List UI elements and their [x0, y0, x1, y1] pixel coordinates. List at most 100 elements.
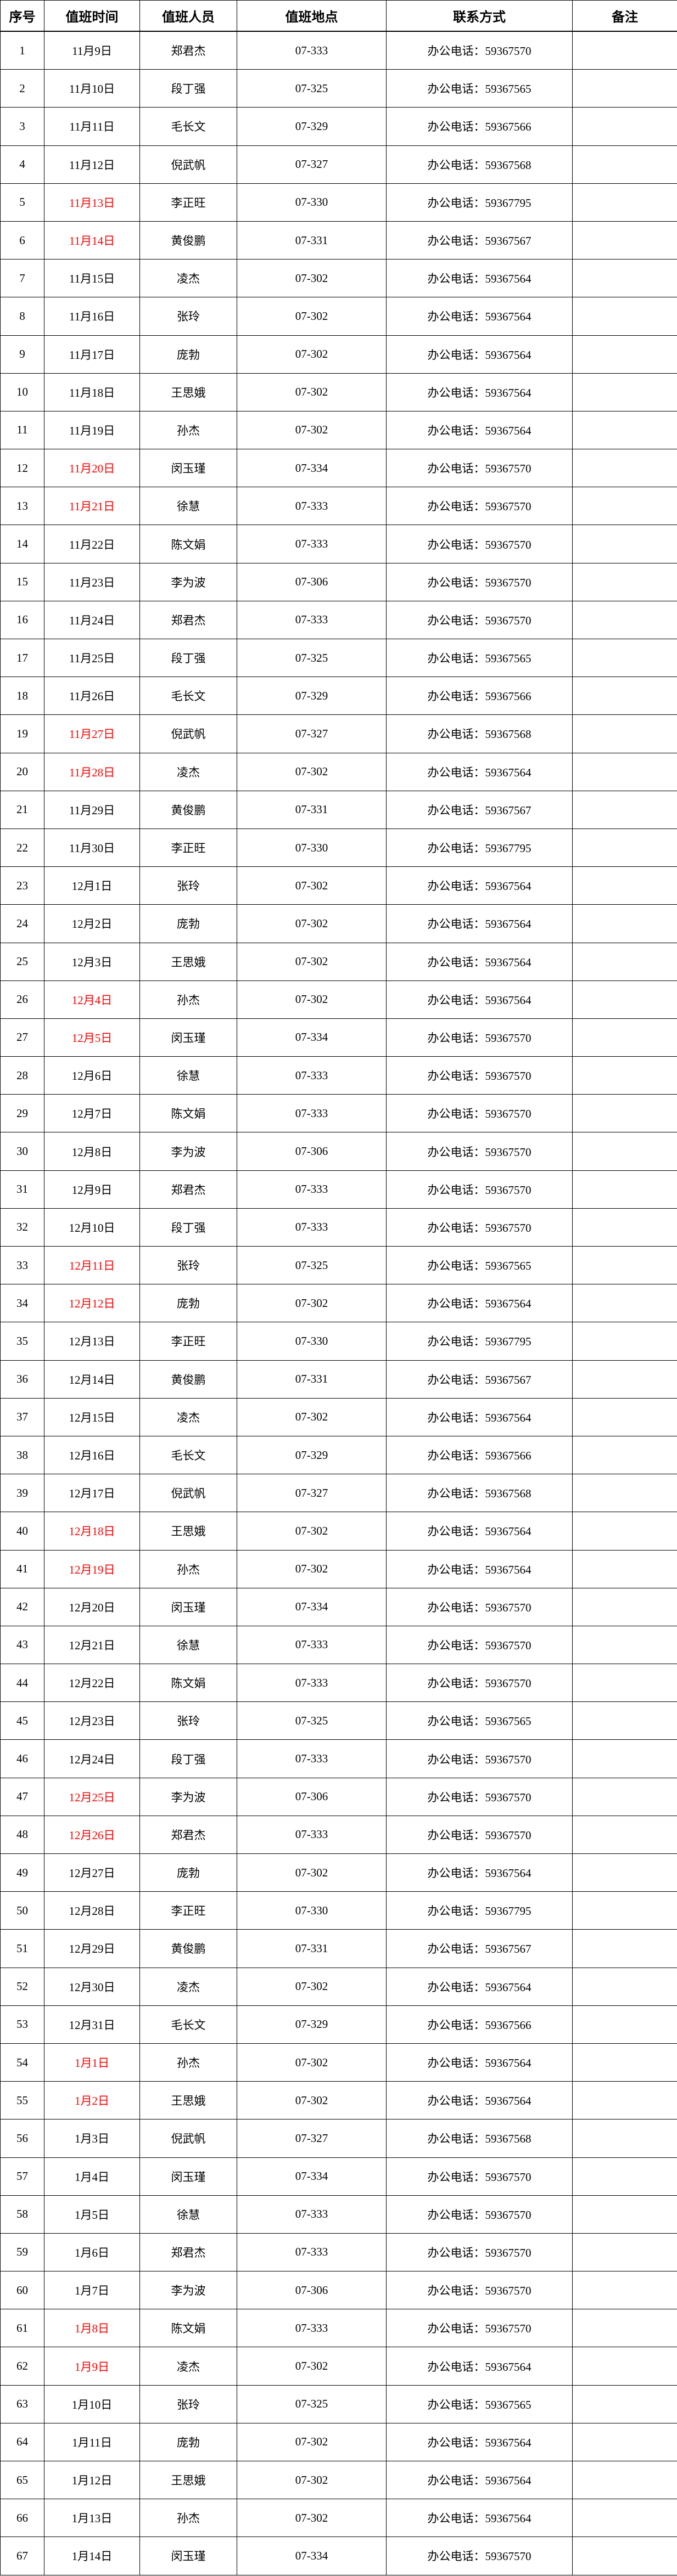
note-cell [572, 1056, 677, 1095]
duty-place-cell: 07-302 [237, 259, 387, 298]
row-number-cell: 21 [0, 790, 44, 829]
duty-date-cell: 11月9日 [44, 31, 140, 70]
table-row: 30 12月8日 李为波 07-306 办公电话：59367570 [0, 1132, 677, 1171]
duty-place-cell: 07-325 [237, 638, 387, 678]
duty-date-cell: 11月19日 [44, 410, 140, 450]
duty-person-cell: 段丁强 [139, 638, 237, 678]
duty-person-cell: 闵玉瑾 [139, 2157, 237, 2196]
note-cell [572, 1170, 677, 1209]
note-cell [572, 1208, 677, 1247]
duty-person-cell: 黄俊鹏 [139, 790, 237, 829]
row-number-cell: 51 [0, 1929, 44, 1968]
duty-date-cell: 12月23日 [44, 1701, 140, 1740]
row-number-cell: 47 [0, 1777, 44, 1816]
duty-place-cell: 07-333 [237, 31, 387, 70]
note-cell [572, 1474, 677, 1513]
note-cell [572, 1815, 677, 1855]
contact-info-cell: 办公电话：59367564 [386, 1967, 573, 2006]
duty-person-cell: 毛长文 [139, 677, 237, 715]
note-cell [572, 525, 677, 563]
note-cell [572, 1967, 677, 2006]
duty-date-cell: 12月11日 [44, 1245, 140, 1285]
note-cell [572, 1891, 677, 1930]
table-row: 46 12月24日 段丁强 07-333 办公电话：59367570 [0, 1739, 677, 1778]
contact-info-cell: 办公电话：59367564 [386, 335, 573, 374]
row-number-cell: 43 [0, 1625, 44, 1665]
duty-date-cell: 11月22日 [44, 525, 140, 563]
duty-place-cell: 07-325 [237, 2385, 387, 2423]
row-number-cell: 65 [0, 2460, 44, 2500]
row-number-cell: 4 [0, 145, 44, 184]
duty-place-cell: 07-327 [237, 1474, 387, 1513]
duty-date-cell: 11月21日 [44, 487, 140, 526]
duty-date-cell: 11月27日 [44, 714, 140, 753]
note-cell [572, 1929, 677, 1968]
note-cell [572, 600, 677, 640]
note-cell [572, 1701, 677, 1740]
note-cell [572, 2460, 677, 2500]
duty-person-cell: 凌杰 [139, 259, 237, 298]
duty-person-cell: 李正旺 [139, 1891, 237, 1930]
row-number-cell: 59 [0, 2233, 44, 2272]
row-number-cell: 34 [0, 1284, 44, 1323]
table-row: 8 11月16日 张玲 07-302 办公电话：59367564 [0, 297, 677, 336]
duty-place-cell: 07-302 [237, 1397, 387, 1436]
duty-person-cell: 张玲 [139, 1701, 237, 1740]
duty-person-cell: 郑君杰 [139, 1170, 237, 1209]
duty-place-cell: 07-333 [237, 1208, 387, 1247]
contact-info-cell: 办公电话：59367567 [386, 790, 573, 829]
note-cell [572, 1549, 677, 1588]
row-number-cell: 19 [0, 714, 44, 753]
table-row: 26 12月4日 孙杰 07-302 办公电话：59367564 [0, 980, 677, 1019]
duty-person-cell: 庞勃 [139, 1853, 237, 1892]
table-row: 52 12月30日 凌杰 07-302 办公电话：59367564 [0, 1967, 677, 2006]
row-number-cell: 53 [0, 2005, 44, 2044]
duty-person-cell: 孙杰 [139, 2043, 237, 2082]
duty-date-cell: 12月25日 [44, 1777, 140, 1816]
contact-info-cell: 办公电话：59367570 [386, 1132, 573, 1171]
contact-info-cell: 办公电话：59367565 [386, 638, 573, 678]
duty-person-cell: 郑君杰 [139, 1815, 237, 1855]
table-body: 1 11月9日 郑君杰 07-333 办公电话：59367570 2 11月10日 段丁强 07… [0, 31, 677, 2575]
row-number-cell: 54 [0, 2043, 44, 2082]
contact-info-cell: 办公电话：59367564 [386, 373, 573, 412]
table-row: 45 12月23日 张玲 07-325 办公电话：59367565 [0, 1701, 677, 1740]
table-row: 5 11月13日 李正旺 07-330 办公电话：59367795 [0, 183, 677, 222]
table-row: 22 11月30日 李正旺 07-330 办公电话：59367795 [0, 828, 677, 867]
table-row: 67 1月14日 闵玉瑾 07-334 办公电话：59367570 [0, 2536, 677, 2575]
duty-date-cell: 12月2日 [44, 904, 140, 943]
contact-info-cell: 办公电话：59367564 [386, 259, 573, 298]
row-number-cell: 50 [0, 1891, 44, 1930]
duty-date-cell: 12月18日 [44, 1512, 140, 1551]
table-row: 56 1月3日 倪武帆 07-327 办公电话：59367568 [0, 2119, 677, 2158]
note-cell [572, 1587, 677, 1626]
note-cell [572, 752, 677, 791]
duty-person-cell: 孙杰 [139, 980, 237, 1019]
row-number-cell: 25 [0, 942, 44, 981]
duty-person-cell: 段丁强 [139, 1739, 237, 1778]
duty-place-cell: 07-327 [237, 714, 387, 753]
note-cell [572, 1625, 677, 1665]
contact-info-cell: 办公电话：59367570 [386, 525, 573, 563]
duty-person-cell: 倪武帆 [139, 2119, 237, 2158]
table-row: 37 12月15日 凌杰 07-302 办公电话：59367564 [0, 1397, 677, 1436]
duty-person-cell: 张玲 [139, 866, 237, 905]
duty-person-cell: 闵玉瑾 [139, 1018, 237, 1057]
table-row: 62 1月9日 凌杰 07-302 办公电话：59367564 [0, 2347, 677, 2386]
duty-place-cell: 07-302 [237, 2460, 387, 2500]
contact-info-cell: 办公电话：59367565 [386, 1701, 573, 1740]
table-row: 27 12月5日 闵玉瑾 07-334 办公电话：59367570 [0, 1018, 677, 1057]
duty-place-cell: 07-327 [237, 145, 387, 184]
contact-info-cell: 办公电话：59367564 [386, 1549, 573, 1588]
duty-date-cell: 12月6日 [44, 1056, 140, 1095]
row-number-cell: 12 [0, 449, 44, 488]
duty-place-cell: 07-302 [237, 1549, 387, 1588]
header-contact: 联系方式 [386, 0, 573, 32]
table-row: 16 11月24日 郑君杰 07-333 办公电话：59367570 [0, 600, 677, 640]
note-cell [572, 2271, 677, 2310]
duty-place-cell: 07-329 [237, 677, 387, 715]
duty-person-cell: 王思娥 [139, 2460, 237, 2500]
contact-info-cell: 办公电话：59367570 [386, 1170, 573, 1209]
table-row: 19 11月27日 倪武帆 07-327 办公电话：59367568 [0, 714, 677, 753]
duty-place-cell: 07-333 [237, 487, 387, 526]
